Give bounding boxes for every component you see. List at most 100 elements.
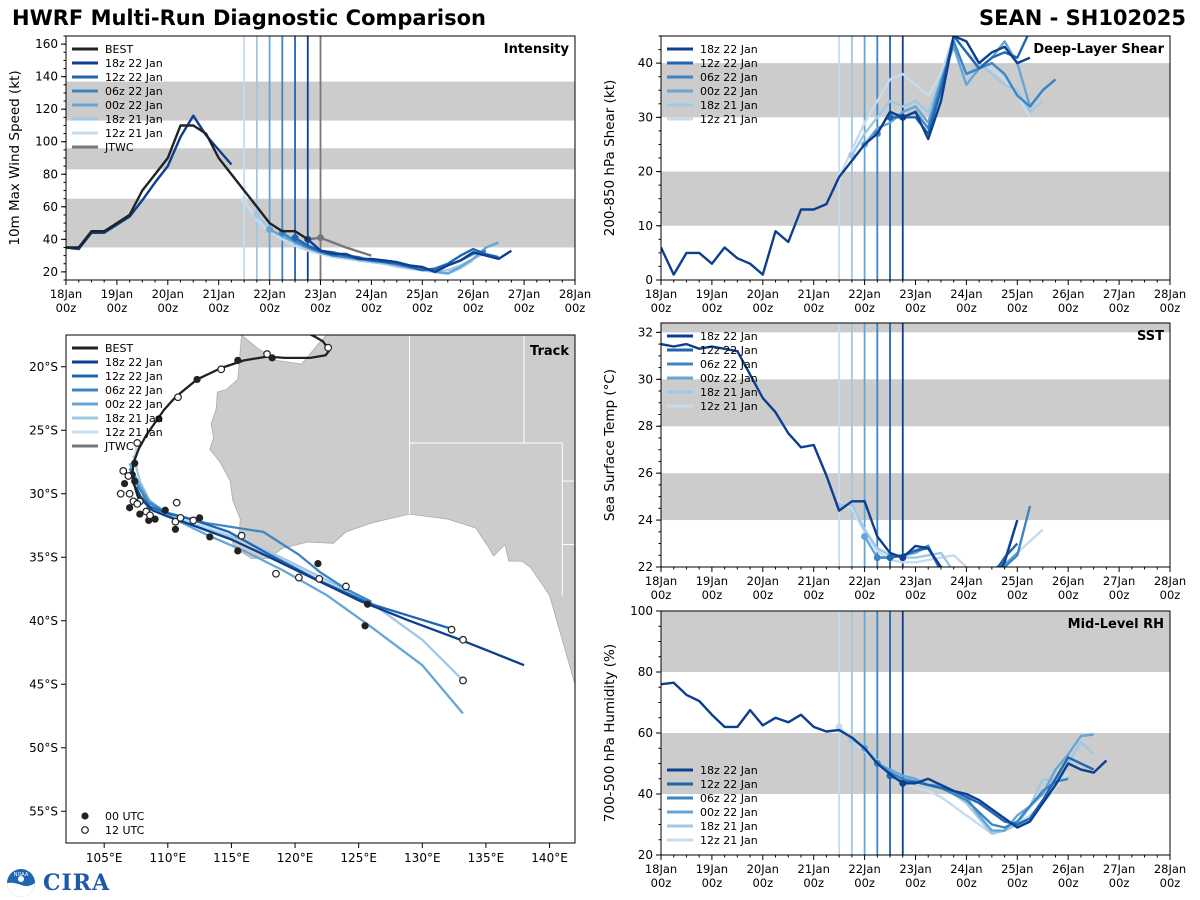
y-tick-label: 40	[638, 56, 653, 70]
x-tick-sublabel: 00z	[752, 588, 773, 602]
legend-label: 06z 22 Jan	[105, 384, 163, 397]
y-tick-label: 20	[638, 165, 653, 179]
legend-label: 06z 22 Jan	[700, 71, 758, 84]
x-tick-label: 26Jan	[1052, 862, 1084, 876]
x-tick-label: 23Jan	[899, 287, 931, 301]
y-axis-label: 10m Max Wind Speed (kt)	[7, 70, 23, 245]
run-start-point	[873, 554, 881, 562]
x-tick-label: 22Jan	[848, 574, 880, 588]
marker-00utc	[196, 514, 204, 522]
x-tick-label: 28Jan	[1154, 862, 1186, 876]
marker-12utc	[172, 498, 181, 507]
series-line	[876, 762, 1069, 829]
x-tick-sublabel: 00z	[107, 301, 128, 315]
x-tick-label: 18Jan	[645, 862, 677, 876]
y-tick-label: 100	[35, 135, 58, 149]
legend-label: 12z 22 Jan	[105, 370, 163, 383]
x-tick-label: 19Jan	[696, 574, 728, 588]
x-tick-sublabel: 00z	[956, 876, 977, 890]
x-tick-label: 130°E	[404, 851, 441, 865]
panel-track: 105°E 110°E 115°E 120°E 125°E 130°E 135°E 140°E…	[29, 328, 576, 865]
x-tick-label: 26Jan	[457, 287, 489, 301]
marker-00utc	[361, 622, 369, 630]
x-tick-sublabel: 00z	[651, 301, 672, 315]
x-tick-label: 19Jan	[101, 287, 133, 301]
x-tick-sublabel: 00z	[956, 301, 977, 315]
legend-label: 00z 22 Jan	[105, 99, 163, 112]
x-tick-sublabel: 00z	[905, 876, 926, 890]
marker-12utc	[315, 574, 324, 583]
legend-label: 12z 21 Jan	[700, 113, 758, 126]
x-tick-label: 25Jan	[1001, 862, 1033, 876]
x-tick-label: 24Jan	[950, 574, 982, 588]
y-tick-label: 40	[638, 787, 653, 801]
y-tick-label: 22	[638, 560, 653, 574]
panel-title: Intensity	[504, 42, 570, 57]
y-tick-label: 28	[638, 419, 653, 433]
y-tick-label: 30°S	[29, 487, 58, 501]
x-tick-label: 28Jan	[1154, 287, 1186, 301]
y-tick-label: 20	[638, 848, 653, 862]
series-line	[838, 36, 1032, 178]
shade-band	[661, 171, 1170, 226]
x-tick-sublabel: 00z	[1109, 588, 1130, 602]
x-tick-label: 22Jan	[848, 287, 880, 301]
legend-marker-12	[81, 826, 89, 834]
x-tick-sublabel: 00z	[1160, 301, 1181, 315]
legend-label: 00z 22 Jan	[105, 398, 163, 411]
x-tick-sublabel: 00z	[803, 588, 824, 602]
y-tick-label: 35°S	[29, 550, 58, 564]
x-tick-label: 23Jan	[304, 287, 336, 301]
x-tick-sublabel: 00z	[1058, 301, 1079, 315]
x-tick-label: 26Jan	[1052, 287, 1084, 301]
plot-frame	[65, 334, 576, 844]
series-line	[889, 756, 1095, 826]
x-tick-label: 120°E	[277, 851, 314, 865]
plot-lines	[661, 36, 1057, 280]
marker-12utc	[294, 573, 303, 582]
y-tick-label: 60	[638, 726, 653, 740]
legend-label: 18z 22 Jan	[105, 356, 163, 369]
x-tick-sublabel: 00z	[208, 301, 229, 315]
legend-label: 06z 22 Jan	[105, 85, 163, 98]
panel-title: SST	[1137, 329, 1164, 344]
x-tick-label: 22Jan	[848, 862, 880, 876]
marker-00utc	[300, 328, 307, 335]
legend-label: JTWC	[104, 141, 134, 154]
run-start-point	[886, 554, 894, 562]
x-tick-sublabel: 00z	[565, 301, 586, 315]
marker-12utc	[447, 625, 456, 634]
x-tick-sublabel: 00z	[1058, 588, 1079, 602]
marker-00utc	[206, 533, 214, 541]
marker-00utc	[234, 547, 242, 555]
y-tick-label: 45°S	[29, 677, 58, 691]
legend-label: 12z 22 Jan	[700, 57, 758, 70]
legend-label: 18z 21 Jan	[105, 412, 163, 425]
run-start-point	[240, 196, 248, 204]
x-tick-sublabel: 00z	[702, 301, 723, 315]
x-tick-label: 20Jan	[747, 287, 779, 301]
y-tick-label: 10	[638, 219, 653, 233]
panel-title: Track	[530, 344, 569, 359]
marker-00utc	[193, 375, 201, 384]
marker-00utc	[234, 356, 242, 364]
marker-12utc	[133, 439, 142, 447]
x-tick-sublabel: 00z	[752, 301, 773, 315]
y-tick-label: 55°S	[29, 804, 58, 818]
series-line	[306, 238, 513, 274]
x-tick-sublabel: 00z	[905, 588, 926, 602]
marker-12utc	[459, 635, 467, 644]
noaa-logo-icon: NOAA	[7, 869, 35, 897]
x-tick-label: 24Jan	[950, 862, 982, 876]
x-tick-label: 28Jan	[559, 287, 591, 301]
x-tick-label: 25Jan	[1001, 574, 1033, 588]
legend-label: BEST	[105, 342, 133, 355]
legend-label: 00z 22 Jan	[700, 806, 758, 819]
x-tick-sublabel: 00z	[412, 301, 433, 315]
y-tick-label: 40°S	[29, 614, 58, 628]
x-tick-sublabel: 00z	[1109, 876, 1130, 890]
